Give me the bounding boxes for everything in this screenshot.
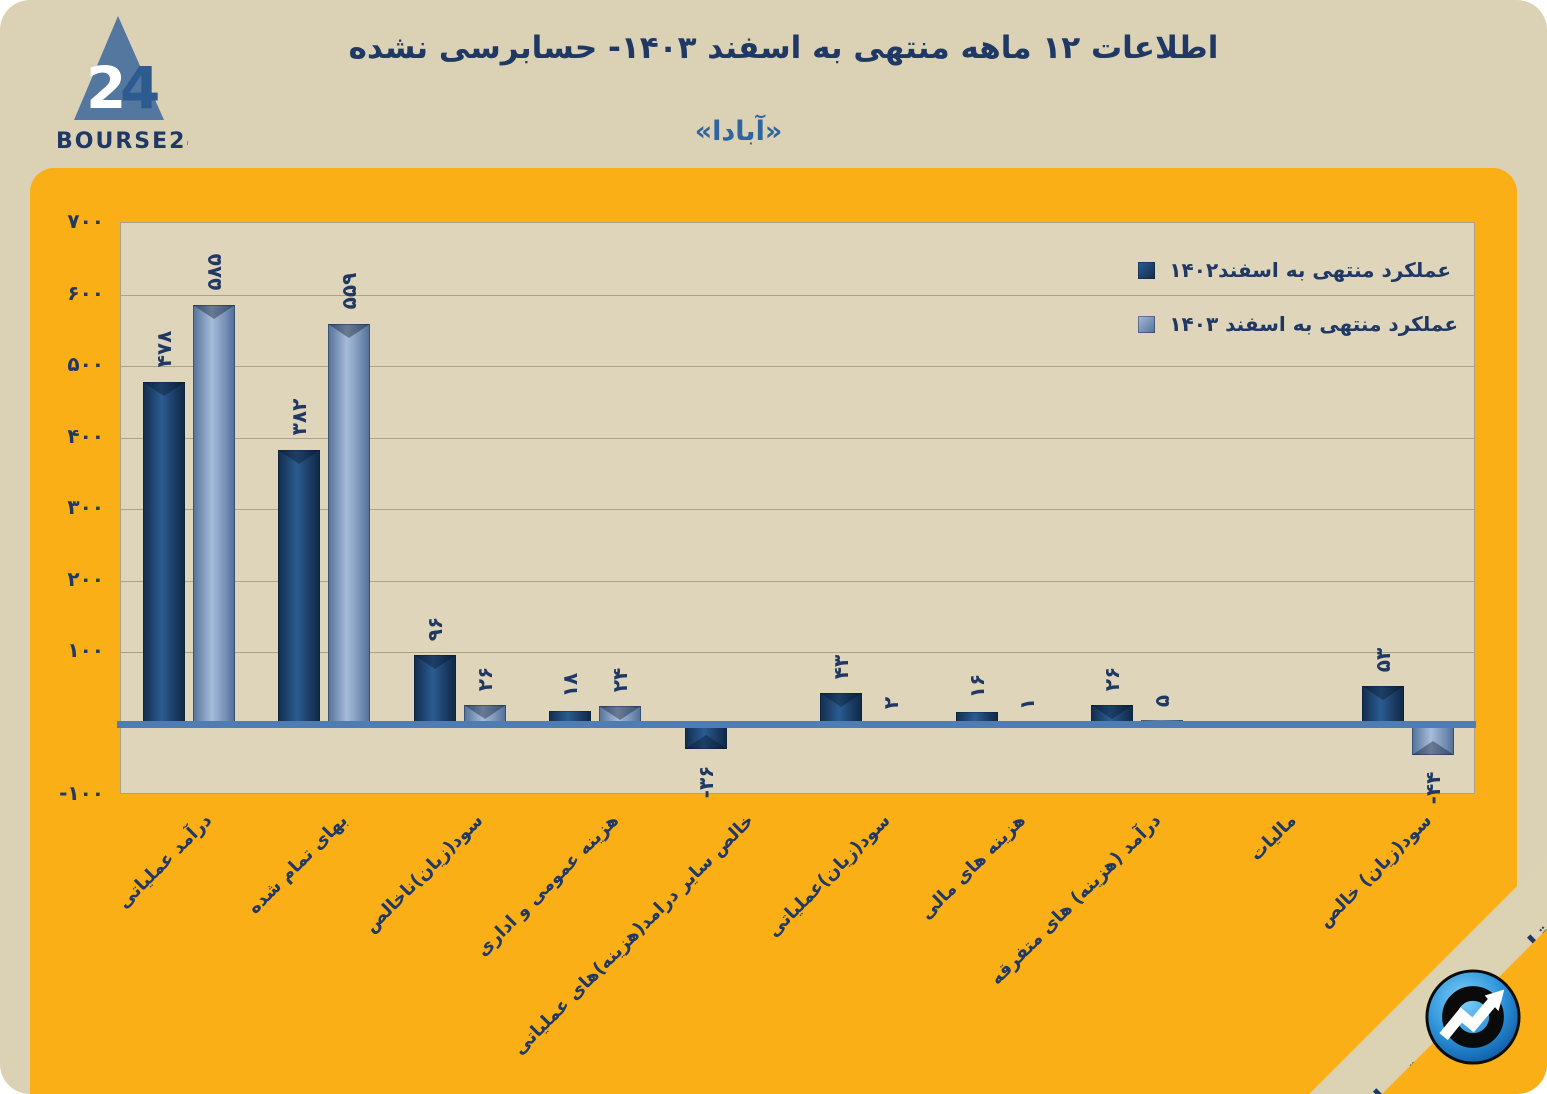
- bar-value-label: ۵۸۵: [201, 253, 226, 291]
- legend-item-1403: عملکرد منتهی به اسفند ۱۴۰۳: [1138, 297, 1458, 351]
- bar-value-label: ۵: [1150, 694, 1175, 708]
- bar-1402-0: [142, 381, 185, 724]
- bar-1402-4: [684, 723, 727, 750]
- bar-1402-7: [1091, 704, 1134, 724]
- bar-value-label: ۲۶: [472, 666, 497, 692]
- gridline: [121, 366, 1474, 367]
- gridline: [121, 509, 1474, 510]
- bar-value-label: ۴۷۸: [151, 330, 176, 368]
- bar-value-label: ۳۸۲: [287, 399, 312, 436]
- bar-bevel: [413, 654, 456, 669]
- bar-1402-2: [413, 654, 456, 724]
- x-category-label-0: درآمد عملیاتی: [113, 810, 217, 913]
- bar-1402-9: [1362, 685, 1405, 724]
- x-category-label-3: هزینه عمومی و اداری: [472, 810, 624, 961]
- bar-bevel: [820, 692, 863, 707]
- svg-text:4: 4: [120, 54, 160, 122]
- y-tick-label: ۵۰۰: [67, 352, 104, 376]
- bar-1402-6: [955, 712, 998, 724]
- gridline: [121, 437, 1474, 439]
- bourse24-logo: 2 4 BOURSE24: [56, 16, 188, 154]
- logo-brand-text: BOURSE24: [56, 129, 188, 154]
- y-tick-label: -۱۰۰: [59, 781, 104, 805]
- y-tick-label: ۷۰۰: [67, 209, 104, 233]
- x-category-label-8: مالیات: [1245, 810, 1301, 866]
- y-tick-label: ۶۰۰: [67, 280, 104, 305]
- bar-1403-9: [1412, 723, 1455, 755]
- legend-label-1402: عملکرد منتهی به اسفند۱۴۰۲: [1169, 258, 1452, 282]
- bar-value-label: ۹۶: [422, 616, 447, 642]
- bar-value-label: ۲۶: [1100, 666, 1125, 692]
- legend-label-1403: عملکرد منتهی به اسفند ۱۴۰۳: [1169, 312, 1458, 336]
- bar-1403-3: [599, 706, 642, 724]
- legend-swatch-1403: [1138, 315, 1156, 333]
- bar-1402-1: [278, 450, 321, 724]
- gridline: [121, 580, 1474, 582]
- bar-bevel: [684, 735, 727, 750]
- bar-bevel: [278, 450, 321, 465]
- page-title: اطلاعات ۱۲ ماهه منتهی به اسفند ۱۴۰۳- حسا…: [348, 30, 1219, 66]
- bar-bevel: [599, 706, 642, 721]
- y-tick-label: ۱۰۰: [67, 638, 104, 662]
- bar-bevel: [1362, 685, 1405, 700]
- bar-value-label: ۵۳: [1371, 647, 1396, 672]
- bar-bevel: [328, 323, 371, 338]
- logo-triangle: [74, 16, 164, 120]
- bar-1402-3: [549, 710, 592, 724]
- bourse24-badge-icon: [1425, 969, 1521, 1065]
- bar-value-label: -۴۴: [1421, 771, 1446, 805]
- svg-text:2: 2: [86, 54, 126, 122]
- bar-value-label: ۱: [1014, 697, 1039, 710]
- company-name: «آبادا»: [694, 116, 783, 147]
- zero-axis-line: [117, 720, 1476, 728]
- bar-bevel: [1412, 740, 1455, 755]
- x-axis-labels: درآمد عملیاتی بهای تمام شده سود(زیان)ناخال…: [114, 794, 1475, 1094]
- x-category-label-2: سود(زیان)ناخالص: [360, 810, 488, 937]
- bar-value-label: ۲۴: [608, 668, 633, 693]
- x-category-label-5: سود(زیان)عملیاتی: [762, 810, 895, 942]
- x-category-label-4: خالص سایر درامد(هزینه)های عملیاتی: [509, 810, 759, 1060]
- bar-value-label: ۲: [879, 696, 904, 710]
- bar-value-label: -۳۶: [693, 765, 718, 799]
- legend-item-1402: عملکرد منتهی به اسفند۱۴۰۲: [1138, 243, 1458, 297]
- bar-bevel: [1091, 704, 1134, 719]
- x-category-label-9: سود(زیان) خالص: [1314, 810, 1437, 932]
- bar-1402-5: [820, 692, 863, 724]
- gridline: [121, 652, 1474, 653]
- bar-bevel: [192, 305, 235, 320]
- bar-bevel: [142, 381, 185, 396]
- legend-swatch-1402: [1138, 261, 1156, 279]
- x-category-label-1: بهای تمام شده: [243, 810, 353, 919]
- x-category-label-6: هزینه های مالی: [915, 810, 1030, 924]
- bar-1403-1: [328, 323, 371, 724]
- y-tick-label: ۲۰۰: [67, 566, 104, 591]
- bar-value-label: ۵۵۹: [337, 272, 362, 310]
- bar-bevel: [463, 704, 506, 719]
- bar-value-label: ۱۶: [964, 673, 989, 699]
- y-tick-label: ۴۰۰: [67, 423, 104, 448]
- bar-value-label: ۱۸: [558, 672, 583, 697]
- bar-value-label: ۴۳: [829, 654, 854, 679]
- gridline: [121, 294, 1474, 296]
- plot-area: عملکرد منتهی به اسفند۱۴۰۲ عملکرد منتهی ب…: [117, 222, 1476, 804]
- bar-1403-0: [192, 305, 235, 724]
- chart-legend: عملکرد منتهی به اسفند۱۴۰۲ عملکرد منتهی ب…: [1138, 243, 1458, 351]
- y-tick-label: ۳۰۰: [67, 495, 104, 519]
- bar-1403-2: [463, 704, 506, 724]
- y-axis-labels: ۷۰۰ ۶۰۰ ۵۰۰ ۴۰۰ ۳۰۰ ۲۰۰ ۱۰۰ -۱۰۰: [0, 209, 104, 805]
